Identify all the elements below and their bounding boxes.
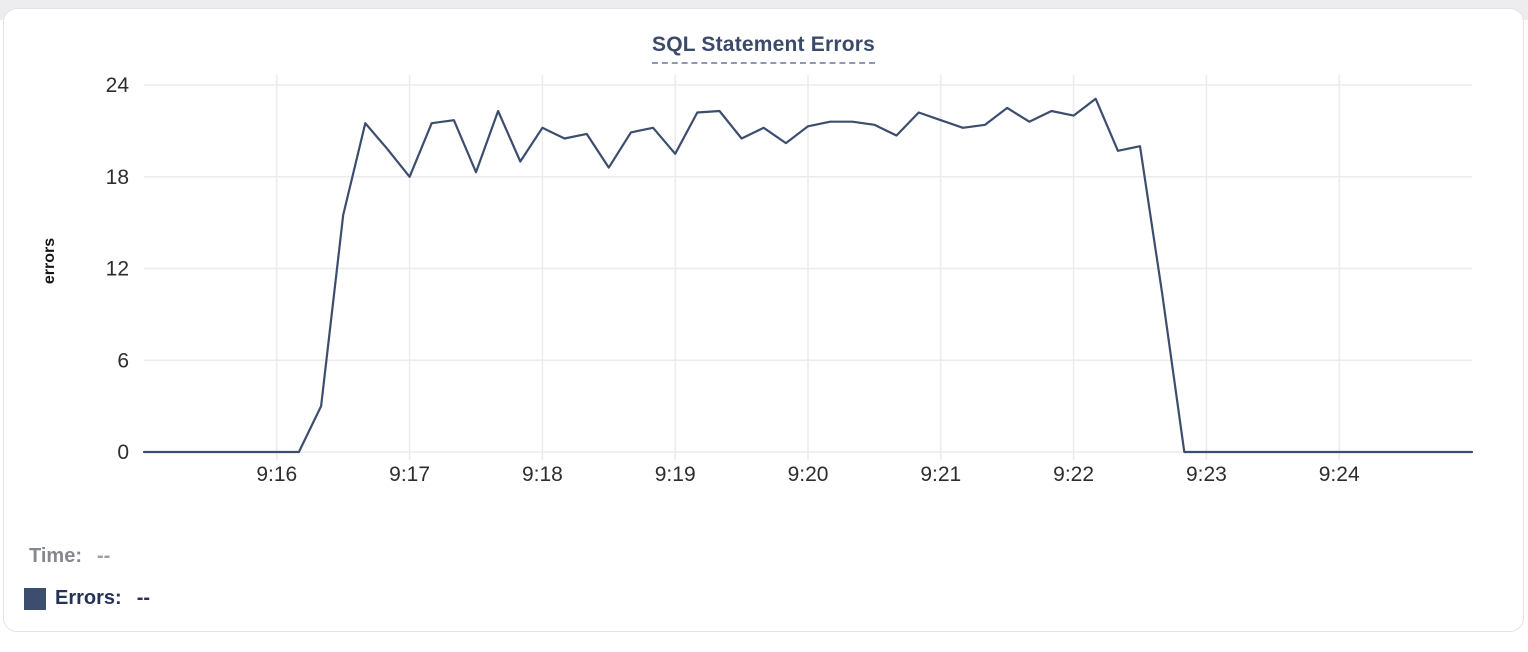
x-tick-label: 9:23 [1186, 463, 1227, 486]
errors-series-swatch-icon [24, 587, 46, 610]
legend-errors-label: Errors: [55, 587, 122, 609]
legend-errors-value: -- [136, 587, 151, 609]
x-tick-label: 9:18 [522, 463, 563, 486]
legend-time-row: Time: -- [29, 545, 110, 568]
y-axis-label: errors [41, 237, 58, 285]
x-tick-label: 9:22 [1053, 463, 1094, 486]
errors-chart-plot-area[interactable]: 0 6 12 18 24 9:16 9:17 9:18 9:19 9:20 9:21 9:22 9:23… [4, 9, 1523, 509]
y-tick-label: 0 [117, 441, 129, 464]
chart-card: 0 6 12 18 24 9:16 9:17 9:18 9:19 9:20 9:21 9:22 9:23… [3, 8, 1524, 632]
y-tick-label: 12 [106, 258, 129, 281]
x-tick-label: 9:16 [256, 463, 297, 486]
x-tick-label: 9:19 [655, 463, 696, 486]
x-tick-label: 9:21 [920, 463, 961, 486]
y-tick-label: 24 [106, 74, 130, 97]
chart-title[interactable]: SQL Statement Errors [651, 33, 875, 64]
legend-time-label: Time: [29, 545, 82, 567]
legend-time-value: -- [96, 545, 111, 567]
x-tick-label: 9:24 [1319, 463, 1360, 486]
y-tick-label: 18 [106, 166, 129, 189]
x-tick-label: 9:17 [389, 463, 430, 486]
y-tick-label: 6 [117, 349, 129, 372]
errors-series-line [142, 97, 1474, 454]
x-tick-label: 9:20 [788, 463, 829, 486]
chart-title-row: SQL Statement Errors [4, 33, 1523, 64]
legend-errors-row: Errors: -- [24, 587, 150, 610]
